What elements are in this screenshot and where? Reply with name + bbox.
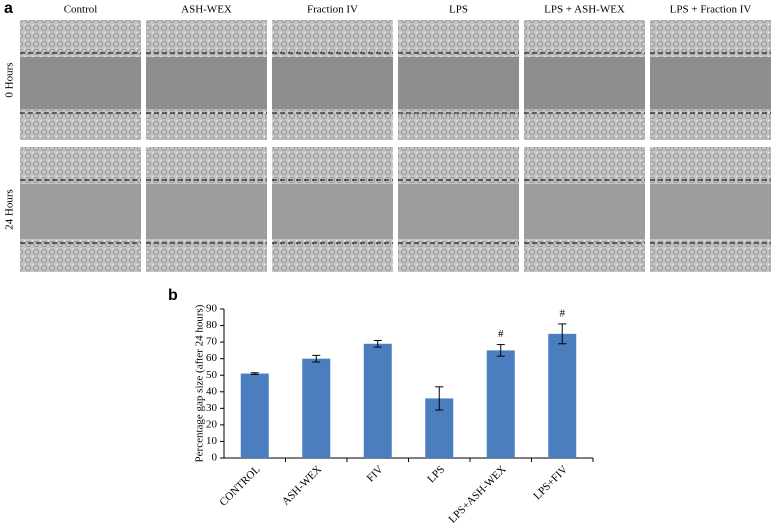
x-tick-label: CONTROL (217, 463, 262, 508)
bar (363, 343, 392, 458)
row-label: 24 Hours (4, 189, 16, 230)
wound-gap (398, 184, 519, 239)
bar (302, 358, 331, 458)
x-tick-label: ASH-WEX (280, 463, 324, 507)
y-tick-label: 0 (212, 452, 218, 464)
y-tick-label: 30 (206, 402, 218, 414)
bar (486, 350, 515, 458)
y-tick-label: 40 (206, 385, 218, 397)
error-bar (558, 323, 567, 345)
bar (240, 373, 269, 458)
y-tick-label: 80 (206, 319, 218, 331)
y-tick-label: 50 (206, 369, 218, 381)
panel-label: b (168, 287, 178, 304)
wound-gap (272, 57, 393, 109)
error-bar (250, 372, 259, 375)
column-header: LPS (449, 4, 468, 16)
wound-gap (650, 57, 771, 109)
wound-gap (146, 57, 267, 109)
wound-gap (272, 184, 393, 239)
error-bar (496, 344, 505, 357)
y-tick-label: 90 (206, 303, 218, 315)
wound-gap (524, 57, 645, 109)
wound-gap (650, 184, 771, 239)
significance-marker: # (560, 307, 566, 319)
x-tick-label: LPS (425, 463, 447, 485)
x-tick-label: FIV (365, 463, 386, 484)
error-bar (312, 354, 321, 363)
column-header: Fraction IV (307, 4, 358, 16)
x-tick-label: LPS+ASH-WEX (447, 463, 509, 525)
significance-marker: # (498, 328, 504, 340)
wound-gap (20, 57, 141, 109)
wound-gap (398, 57, 519, 109)
y-tick-label: 20 (206, 418, 218, 430)
wound-gap (20, 184, 141, 239)
error-bar (435, 386, 444, 411)
panel-label: a (4, 0, 13, 17)
column-header: ASH-WEX (181, 4, 232, 16)
column-header: LPS + Fraction IV (670, 4, 752, 16)
wound-gap (146, 184, 267, 239)
x-tick-label: LPS+FIV (531, 463, 570, 502)
y-tick-label: 60 (206, 352, 218, 364)
wound-gap (524, 184, 645, 239)
y-tick-label: 10 (206, 435, 218, 447)
error-bar (373, 339, 382, 348)
column-header: LPS + ASH-WEX (544, 4, 625, 16)
row-label: 0 Hours (4, 62, 16, 97)
column-header: Control (64, 4, 98, 16)
y-axis-label: Percentage gap size (after 24 hours) (194, 304, 206, 462)
bar (548, 333, 577, 458)
y-tick-label: 70 (206, 336, 218, 348)
